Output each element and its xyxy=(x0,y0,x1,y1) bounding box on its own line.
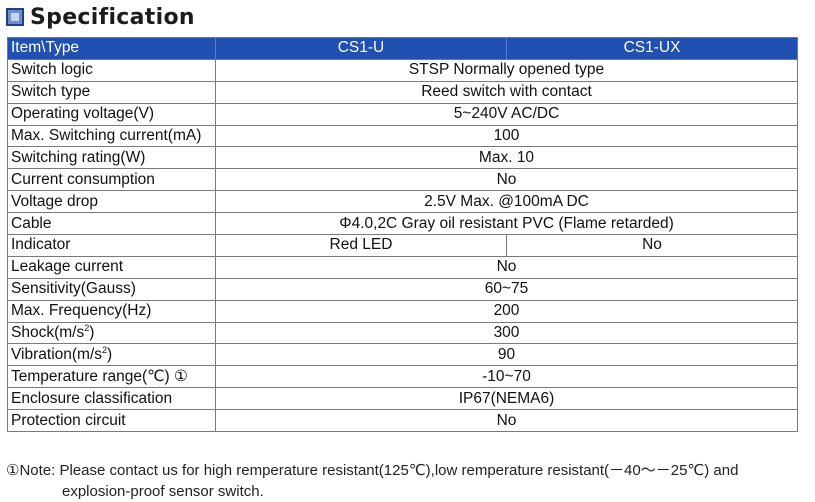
row-label-text: Shock(m/s xyxy=(11,324,85,342)
row-value: No xyxy=(215,255,798,279)
row-label: Switch logic xyxy=(7,58,216,82)
table-row: Leakage current No xyxy=(7,255,798,279)
row-value: Max. 10 xyxy=(215,146,798,170)
table-row: Enclosure classification IP67(NEMA6) xyxy=(7,387,798,411)
row-label: Sensitivity(Gauss) xyxy=(7,277,216,301)
row-label: Shock(m/s2) xyxy=(7,321,216,345)
row-label: Indicator xyxy=(7,234,216,257)
row-value: No xyxy=(215,409,798,433)
row-label-suffix: ) xyxy=(107,345,113,363)
table-row: Temperature range(℃) ① -10~70 xyxy=(7,365,798,389)
footnote: ①Note: Please contact us for high remper… xyxy=(6,460,806,502)
specification-table: Item\Type CS1-U CS1-UX Switch logic STSP… xyxy=(7,37,798,433)
footnote-line-2: explosion-proof sensor switch. xyxy=(62,483,264,500)
table-row: Max. Switching current(mA) 100 xyxy=(7,124,798,148)
row-value-cs1-u: Red LED xyxy=(215,234,507,257)
row-value: 100 xyxy=(215,124,798,148)
table-row: Switching rating(W) Max. 10 xyxy=(7,146,798,170)
row-label: Temperature range(℃) ① xyxy=(7,365,216,389)
row-value-cs1-ux: No xyxy=(506,234,798,257)
row-label: Switching rating(W) xyxy=(7,146,216,170)
row-label: Cable xyxy=(7,212,216,236)
row-label: Max. Switching current(mA) xyxy=(7,124,216,148)
row-label: Enclosure classification xyxy=(7,387,216,411)
table-row: Cable Φ4.0,2C Gray oil resistant PVC (Fl… xyxy=(7,212,798,236)
row-label: Current consumption xyxy=(7,168,216,192)
section-header: Specification xyxy=(6,2,195,32)
table-row: Shock(m/s2) 300 xyxy=(7,321,798,345)
table-row: Voltage drop 2.5V Max. @100mA DC xyxy=(7,190,798,214)
row-value: No xyxy=(215,168,798,192)
row-value: 2.5V Max. @100mA DC xyxy=(215,190,798,214)
table-row: Current consumption No xyxy=(7,168,798,192)
row-value: 90 xyxy=(215,343,798,367)
row-value: 60~75 xyxy=(215,277,798,301)
row-label-text: Vibration(m/s xyxy=(11,345,103,363)
header-cs1-u: CS1-U xyxy=(215,37,507,60)
row-value: Φ4.0,2C Gray oil resistant PVC (Flame re… xyxy=(215,212,798,236)
table-row: Operating voltage(V) 5~240V AC/DC xyxy=(7,102,798,126)
header-item-type: Item\Type xyxy=(7,37,216,60)
row-label: Voltage drop xyxy=(7,190,216,214)
table-header-row: Item\Type CS1-U CS1-UX xyxy=(7,37,798,60)
row-label: Operating voltage(V) xyxy=(7,102,216,126)
row-label: Vibration(m/s2) xyxy=(7,343,216,367)
row-label: Switch type xyxy=(7,80,216,104)
table-row: Protection circuit No xyxy=(7,409,798,433)
row-label: Protection circuit xyxy=(7,409,216,433)
row-label-superscript: 2 xyxy=(84,322,90,333)
row-value: IP67(NEMA6) xyxy=(215,387,798,411)
row-value: -10~70 xyxy=(215,365,798,389)
row-label-suffix: ) xyxy=(89,324,95,342)
row-value: 5~240V AC/DC xyxy=(215,102,798,126)
square-bullet-icon xyxy=(6,8,24,26)
footnote-line-1: ①Note: Please contact us for high remper… xyxy=(6,462,739,479)
table-row: Max. Frequency(Hz) 200 xyxy=(7,299,798,323)
row-value: Reed switch with contact xyxy=(215,80,798,104)
table-row: Switch type Reed switch with contact xyxy=(7,80,798,104)
row-label: Max. Frequency(Hz) xyxy=(7,299,216,323)
table-row: Vibration(m/s2) 90 xyxy=(7,343,798,367)
table-row: Switch logic STSP Normally opened type xyxy=(7,58,798,82)
table-row: Sensitivity(Gauss) 60~75 xyxy=(7,277,798,301)
row-value: 200 xyxy=(215,299,798,323)
page-title: Specification xyxy=(30,4,195,30)
header-cs1-ux: CS1-UX xyxy=(506,37,798,60)
row-label: Leakage current xyxy=(7,255,216,279)
table-row: Indicator Red LED No xyxy=(7,234,798,257)
row-value: 300 xyxy=(215,321,798,345)
row-label-superscript: 2 xyxy=(102,344,108,355)
row-value: STSP Normally opened type xyxy=(215,58,798,82)
